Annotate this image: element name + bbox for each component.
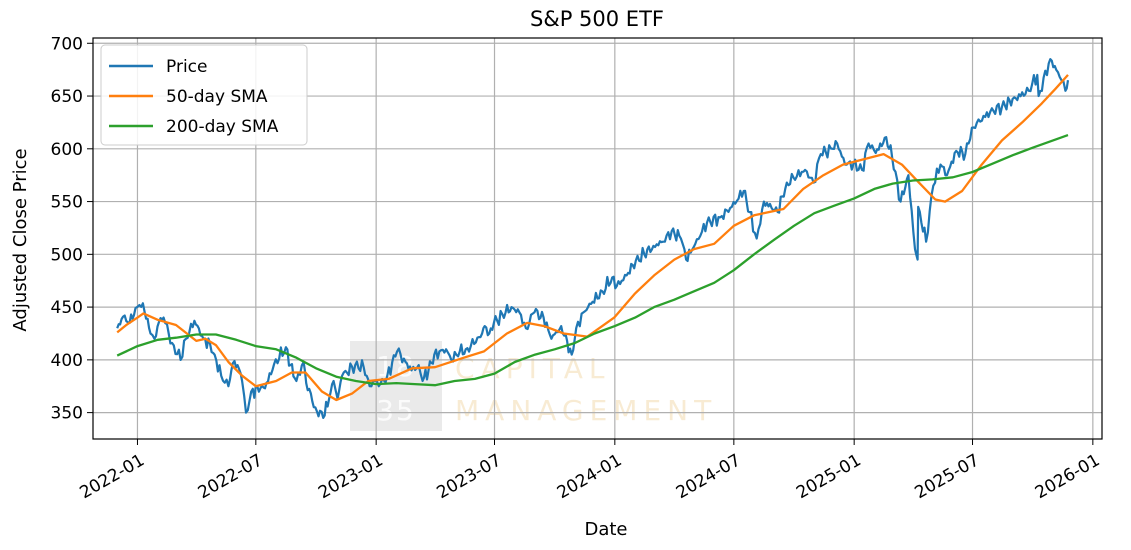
y-tick-label: 400 <box>51 351 83 371</box>
legend-box <box>100 44 308 146</box>
y-tick-label: 450 <box>51 298 83 318</box>
y-axis-label: Adjusted Close Price <box>10 148 31 331</box>
chart-title: S&P 500 ETF <box>530 7 664 31</box>
y-tick-label: 550 <box>51 193 83 213</box>
legend-label: 50-day SMA <box>166 87 268 107</box>
legend: Price 50-day SMA 200-day SMA <box>100 44 308 146</box>
series-group <box>116 58 1070 419</box>
y-tick-label: 500 <box>51 245 83 265</box>
watermark-number-bottom: 35 <box>376 394 416 427</box>
grid <box>93 38 1102 439</box>
watermark-line2: MANAGEMENT <box>455 394 717 427</box>
y-tick-label: 700 <box>51 34 83 54</box>
watermark: 18 35 CAPITAL MANAGEMENT <box>350 341 717 431</box>
legend-label: Price <box>166 57 207 77</box>
series-line-price <box>116 58 1070 419</box>
legend-label: 200-day SMA <box>166 117 279 137</box>
x-axis-label: Date <box>584 519 627 540</box>
y-tick-label: 600 <box>51 140 83 160</box>
y-tick-label: 650 <box>51 87 83 107</box>
series-line-200-day-sma <box>116 134 1069 387</box>
plot-frame <box>92 37 1103 440</box>
series-line-50-day-sma <box>116 74 1069 402</box>
y-tick-label: 350 <box>51 404 83 424</box>
watermark-line1: CAPITAL <box>455 352 611 385</box>
